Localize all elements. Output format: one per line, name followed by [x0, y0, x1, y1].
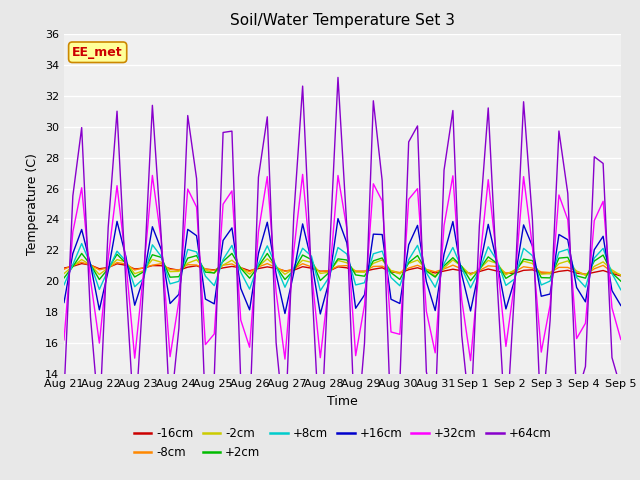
Line: -16cm: -16cm [64, 264, 621, 276]
-16cm [299, 264, 307, 270]
+64cm [334, 74, 342, 80]
Line: +64cm: +64cm [64, 77, 621, 449]
+8cm [78, 240, 86, 246]
+64cm [290, 212, 298, 218]
-16cm [343, 265, 351, 271]
-8cm [422, 266, 430, 272]
+2cm [617, 278, 625, 284]
+32cm [422, 308, 430, 314]
+64cm [316, 446, 324, 452]
Y-axis label: Temperature (C): Temperature (C) [26, 153, 39, 255]
+32cm [431, 350, 439, 356]
+8cm [60, 282, 68, 288]
+32cm [467, 358, 474, 363]
+32cm [290, 248, 298, 254]
-2cm [431, 273, 439, 279]
-8cm [343, 263, 351, 268]
+32cm [378, 198, 386, 204]
-2cm [422, 266, 430, 272]
+8cm [440, 261, 448, 266]
-8cm [617, 272, 625, 278]
-16cm [617, 273, 625, 279]
+64cm [387, 422, 395, 428]
-8cm [140, 265, 147, 271]
+8cm [352, 282, 360, 288]
+16cm [387, 296, 395, 302]
+64cm [131, 427, 138, 432]
+16cm [352, 305, 360, 311]
+8cm [617, 287, 625, 293]
Legend: -16cm, -8cm, -2cm, +2cm, +8cm, +16cm, +32cm, +64cm: -16cm, -8cm, -2cm, +2cm, +8cm, +16cm, +3… [129, 422, 556, 464]
-8cm [60, 266, 68, 272]
+2cm [422, 268, 430, 274]
Line: -8cm: -8cm [64, 262, 621, 275]
+32cm [617, 336, 625, 342]
+16cm [131, 302, 138, 308]
-2cm [378, 257, 386, 263]
Line: -2cm: -2cm [64, 259, 621, 276]
+8cm [316, 288, 324, 294]
+16cm [60, 300, 68, 305]
-2cm [264, 256, 271, 262]
+64cm [431, 409, 439, 415]
-2cm [60, 271, 68, 276]
Line: +16cm: +16cm [64, 218, 621, 314]
+32cm [131, 355, 138, 361]
+2cm [228, 251, 236, 256]
-16cm [422, 268, 430, 274]
+64cm [60, 391, 68, 397]
-2cm [299, 257, 307, 263]
Title: Soil/Water Temperature Set 3: Soil/Water Temperature Set 3 [230, 13, 455, 28]
Text: EE_met: EE_met [72, 46, 123, 59]
+2cm [343, 257, 351, 263]
-8cm [78, 259, 86, 265]
-16cm [60, 265, 68, 271]
+2cm [299, 252, 307, 258]
-16cm [378, 265, 386, 271]
+64cm [352, 445, 360, 451]
X-axis label: Time: Time [327, 395, 358, 408]
+64cm [617, 385, 625, 391]
-2cm [440, 265, 448, 271]
+16cm [316, 311, 324, 317]
+8cm [299, 245, 307, 251]
-16cm [78, 261, 86, 266]
-16cm [431, 270, 439, 276]
+8cm [140, 276, 147, 281]
-2cm [343, 260, 351, 265]
-2cm [131, 271, 138, 276]
+16cm [334, 216, 342, 221]
+2cm [431, 274, 439, 280]
Line: +2cm: +2cm [64, 253, 621, 281]
+32cm [299, 171, 307, 177]
+32cm [60, 337, 68, 343]
Line: +32cm: +32cm [64, 174, 621, 360]
+8cm [387, 275, 395, 280]
+16cm [617, 302, 625, 308]
-2cm [617, 273, 625, 278]
-8cm [299, 261, 307, 266]
-16cm [140, 265, 147, 271]
+32cm [343, 226, 351, 231]
+8cm [431, 284, 439, 290]
Line: +8cm: +8cm [64, 243, 621, 291]
+2cm [131, 274, 138, 280]
-8cm [378, 264, 386, 269]
-8cm [431, 269, 439, 275]
+2cm [60, 275, 68, 281]
+16cm [431, 308, 439, 313]
+16cm [440, 251, 448, 257]
+2cm [378, 255, 386, 261]
+16cm [290, 270, 298, 276]
+64cm [440, 167, 448, 173]
